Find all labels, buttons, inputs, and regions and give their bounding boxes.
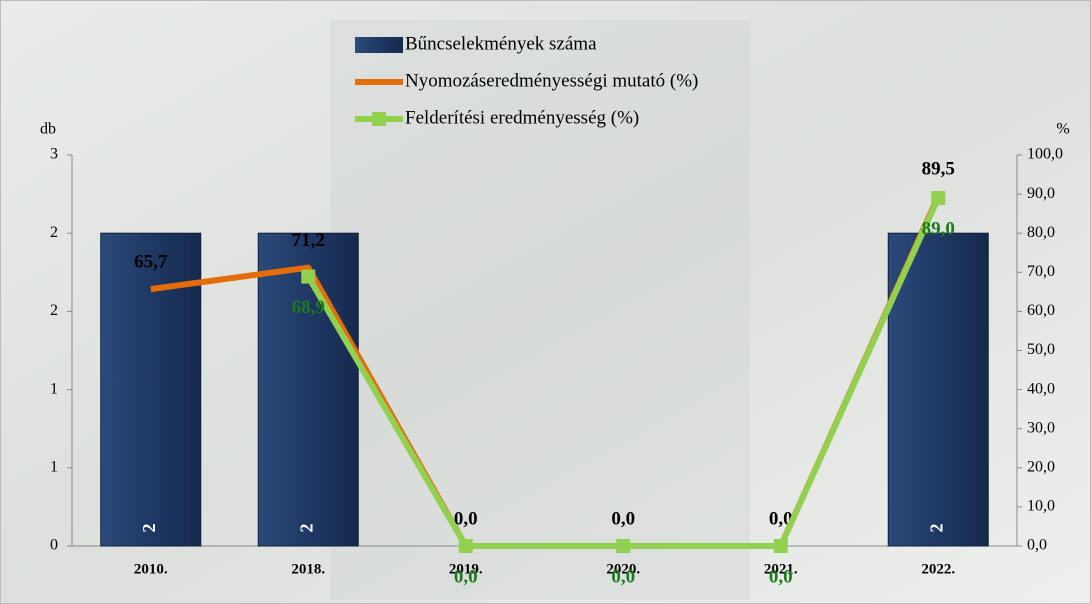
marker bbox=[458, 539, 473, 553]
x-tick-label: 2019. bbox=[449, 561, 483, 577]
data-label: 0,0 bbox=[611, 566, 635, 587]
marker bbox=[301, 269, 316, 284]
data-label: 0,0 bbox=[454, 508, 478, 529]
x-tick-label: 2018. bbox=[291, 561, 325, 577]
data-label: 71,2 bbox=[292, 230, 325, 251]
y2-tick-label: 50,0 bbox=[1027, 341, 1055, 358]
y2-tick-label: 100,0 bbox=[1027, 146, 1063, 163]
y-tick-label: 1 bbox=[50, 380, 58, 397]
x-tick-label: 2020. bbox=[606, 561, 640, 577]
y-tick-label: 2 bbox=[50, 302, 58, 319]
bar bbox=[257, 232, 359, 547]
marker bbox=[616, 539, 631, 553]
legend-label: Bűncselekmények száma bbox=[405, 33, 597, 54]
x-tick-label: 2010. bbox=[134, 561, 168, 577]
y-axis-title: db bbox=[40, 121, 56, 138]
bar-label: 2 bbox=[926, 524, 946, 533]
data-label: 0,0 bbox=[769, 566, 793, 587]
y-tick-label: 3 bbox=[50, 146, 58, 163]
bar-label: 2 bbox=[296, 524, 316, 533]
data-label: 0,0 bbox=[769, 508, 793, 529]
marker bbox=[773, 539, 788, 553]
y-tick-label: 0 bbox=[50, 537, 58, 554]
y2-tick-label: 30,0 bbox=[1027, 419, 1055, 436]
data-label: 0,0 bbox=[611, 508, 635, 529]
bar-label: 2 bbox=[139, 524, 159, 533]
data-label: 89,0 bbox=[922, 218, 955, 239]
data-label: 65,7 bbox=[134, 251, 168, 272]
y2-tick-label: 40,0 bbox=[1027, 380, 1055, 397]
data-label: 89,5 bbox=[922, 158, 955, 179]
legend-label: Nyomozáseredményességi mutató (%) bbox=[405, 70, 698, 91]
bar bbox=[100, 232, 202, 547]
y2-axis-title: % bbox=[1056, 121, 1069, 138]
legend-swatch bbox=[355, 37, 403, 53]
y2-tick-label: 80,0 bbox=[1027, 224, 1055, 241]
y2-tick-label: 20,0 bbox=[1027, 458, 1055, 475]
data-label: 0,0 bbox=[454, 566, 478, 587]
bar bbox=[887, 232, 989, 547]
data-label: 68,9 bbox=[292, 297, 325, 318]
y-tick-label: 1 bbox=[50, 458, 58, 475]
y-tick-label: 2 bbox=[50, 224, 58, 241]
marker bbox=[931, 191, 946, 206]
y2-tick-label: 90,0 bbox=[1027, 185, 1055, 202]
y2-tick-label: 10,0 bbox=[1027, 498, 1055, 515]
legend-marker bbox=[372, 112, 386, 126]
y2-tick-label: 60,0 bbox=[1027, 302, 1055, 319]
x-tick-label: 2021. bbox=[764, 561, 798, 577]
legend-label: Felderítési eredményesség (%) bbox=[405, 107, 639, 128]
x-tick-label: 2022. bbox=[921, 561, 955, 577]
y2-tick-label: 0,0 bbox=[1027, 537, 1047, 554]
y2-tick-label: 70,0 bbox=[1027, 263, 1055, 280]
